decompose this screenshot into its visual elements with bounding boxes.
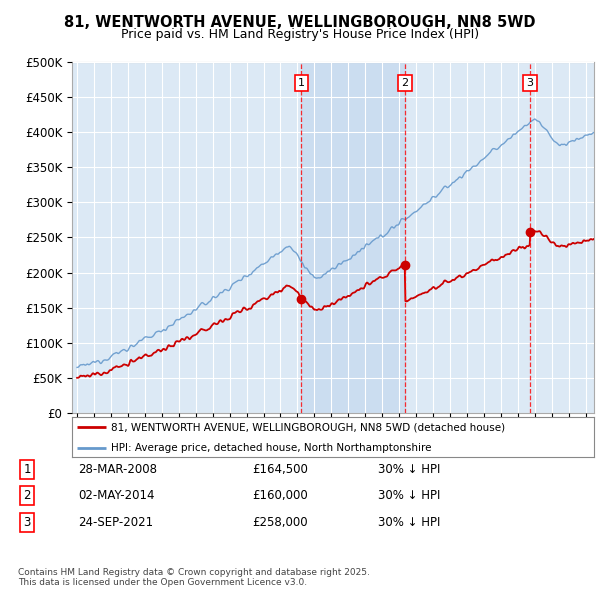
Text: 30% ↓ HPI: 30% ↓ HPI — [378, 489, 440, 502]
Text: 30% ↓ HPI: 30% ↓ HPI — [378, 516, 440, 529]
Text: 02-MAY-2014: 02-MAY-2014 — [78, 489, 155, 502]
Text: Price paid vs. HM Land Registry's House Price Index (HPI): Price paid vs. HM Land Registry's House … — [121, 28, 479, 41]
Text: 3: 3 — [527, 78, 533, 88]
Text: 30% ↓ HPI: 30% ↓ HPI — [378, 463, 440, 476]
Text: HPI: Average price, detached house, North Northamptonshire: HPI: Average price, detached house, Nort… — [111, 443, 431, 453]
Text: 28-MAR-2008: 28-MAR-2008 — [78, 463, 157, 476]
Text: 2: 2 — [401, 78, 408, 88]
Text: £258,000: £258,000 — [252, 516, 308, 529]
Text: Contains HM Land Registry data © Crown copyright and database right 2025.
This d: Contains HM Land Registry data © Crown c… — [18, 568, 370, 587]
Text: 1: 1 — [298, 78, 305, 88]
Text: 24-SEP-2021: 24-SEP-2021 — [78, 516, 153, 529]
Text: 1: 1 — [23, 463, 31, 476]
Text: 81, WENTWORTH AVENUE, WELLINGBOROUGH, NN8 5WD: 81, WENTWORTH AVENUE, WELLINGBOROUGH, NN… — [64, 15, 536, 30]
Text: £164,500: £164,500 — [252, 463, 308, 476]
Bar — [301, 62, 404, 413]
Text: 81, WENTWORTH AVENUE, WELLINGBOROUGH, NN8 5WD (detached house): 81, WENTWORTH AVENUE, WELLINGBOROUGH, NN… — [111, 422, 505, 432]
Text: 2: 2 — [23, 489, 31, 502]
Text: 3: 3 — [23, 516, 31, 529]
Text: £160,000: £160,000 — [252, 489, 308, 502]
